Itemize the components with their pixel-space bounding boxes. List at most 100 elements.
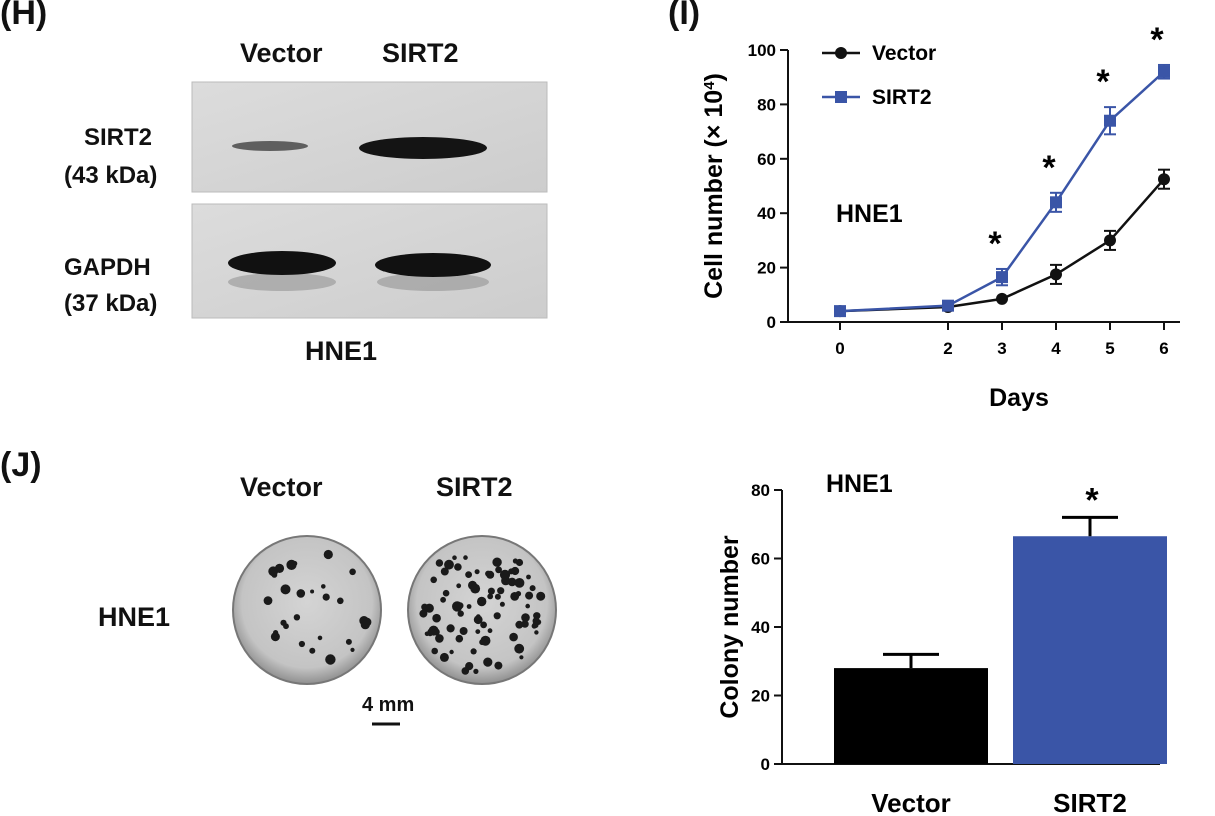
bar-vector <box>834 668 988 764</box>
data-point-sirt2 <box>942 299 954 312</box>
colony <box>465 662 474 671</box>
legend-marker <box>835 47 847 59</box>
colony <box>483 657 493 667</box>
colony <box>507 577 517 587</box>
colony <box>474 569 480 575</box>
panel-label-j: (J) <box>0 446 42 484</box>
colony <box>487 593 494 600</box>
colony <box>529 585 536 592</box>
colony <box>440 567 449 576</box>
colony <box>463 555 468 560</box>
data-point-sirt2 <box>1050 196 1062 209</box>
colony <box>536 591 546 601</box>
blot-band-sirt2-sirt2 <box>359 137 487 159</box>
blot-strip-sirt2 <box>191 81 548 193</box>
legend-label-sirt2: SIRT2 <box>872 86 932 109</box>
x-tick-label: 0 <box>835 339 844 358</box>
bar-sirt2 <box>1013 536 1167 764</box>
colony <box>454 563 462 571</box>
colony <box>293 614 301 621</box>
y-tick-label: 40 <box>751 618 770 637</box>
colony <box>323 549 333 560</box>
colony <box>298 640 305 648</box>
colony <box>515 620 524 629</box>
blot-lane-sirt2: SIRT2 <box>382 38 459 68</box>
colony <box>456 583 462 589</box>
y-tick-label: 40 <box>757 204 776 223</box>
x-tick-label: Vector <box>871 788 951 816</box>
chart-annotation: HNE1 <box>826 470 893 498</box>
panel-label-h: (H) <box>0 0 48 32</box>
data-point-vector <box>1050 268 1062 281</box>
colony <box>337 597 344 605</box>
colony <box>273 630 279 636</box>
colony <box>526 574 531 580</box>
colony <box>512 558 519 564</box>
colony <box>419 609 428 618</box>
blot-strip-gapdh <box>191 203 548 319</box>
colony <box>492 557 502 567</box>
colony <box>473 615 483 625</box>
colony <box>521 620 529 628</box>
colony <box>465 571 472 578</box>
colony <box>362 617 372 627</box>
colony <box>280 584 291 595</box>
colony <box>435 634 444 643</box>
data-point-vector <box>996 292 1008 305</box>
colony <box>270 632 280 642</box>
significance-marker: * <box>1150 21 1164 59</box>
x-tick-label: 3 <box>997 339 1006 358</box>
line-chart: 0 20 40 60 80 100 0 2 3 4 5 6 Days Cell number (× 104… <box>700 21 1180 412</box>
colony <box>514 578 525 588</box>
colony <box>494 593 501 600</box>
colony <box>534 630 539 635</box>
blot-row2-kda: (37 kDa) <box>64 290 158 317</box>
colony <box>322 593 330 601</box>
colony <box>350 647 355 653</box>
significance-marker: * <box>988 225 1002 263</box>
colony <box>499 569 511 580</box>
data-point-sirt2 <box>834 305 846 318</box>
colony <box>480 621 487 629</box>
y-tick-label: 60 <box>751 550 770 569</box>
colony-lane-sirt2: SIRT2 <box>436 472 513 502</box>
colony <box>475 629 481 634</box>
colony <box>470 648 477 655</box>
colony <box>525 603 530 609</box>
colony <box>432 613 441 623</box>
colony <box>317 635 323 641</box>
colony <box>349 568 356 576</box>
y-tick-label: 80 <box>751 481 770 500</box>
colony-lane-vector: Vector <box>240 472 323 502</box>
x-tick-label: 5 <box>1105 339 1114 358</box>
significance-marker: * <box>1042 149 1056 187</box>
colony <box>431 647 439 655</box>
colony <box>499 601 505 607</box>
colony <box>325 654 336 665</box>
colony <box>477 596 487 607</box>
data-point-sirt2 <box>996 271 1008 284</box>
colony <box>439 652 449 662</box>
colony <box>452 601 463 612</box>
legend-marker <box>835 91 847 103</box>
significance-marker: * <box>1085 481 1099 519</box>
x-tick-label: SIRT2 <box>1053 788 1127 816</box>
blot-band-sirt2-vector <box>232 141 308 151</box>
colony <box>444 559 454 570</box>
blot-cell-line: HNE1 <box>305 336 378 366</box>
colony <box>446 624 455 633</box>
colony <box>473 668 479 675</box>
colony <box>457 610 464 617</box>
colony <box>286 559 297 571</box>
series-line-sirt2 <box>839 70 1165 313</box>
data-point-vector <box>1104 234 1116 247</box>
colony <box>466 604 472 609</box>
x-tick-label: 2 <box>943 339 952 358</box>
colony <box>280 619 287 626</box>
y-tick-label: 100 <box>748 41 776 60</box>
chart-annotation: HNE1 <box>836 200 903 228</box>
colony <box>440 596 446 603</box>
y-tick-label: 60 <box>757 150 776 169</box>
y-tick-label: 0 <box>761 755 770 774</box>
colony <box>521 613 530 622</box>
